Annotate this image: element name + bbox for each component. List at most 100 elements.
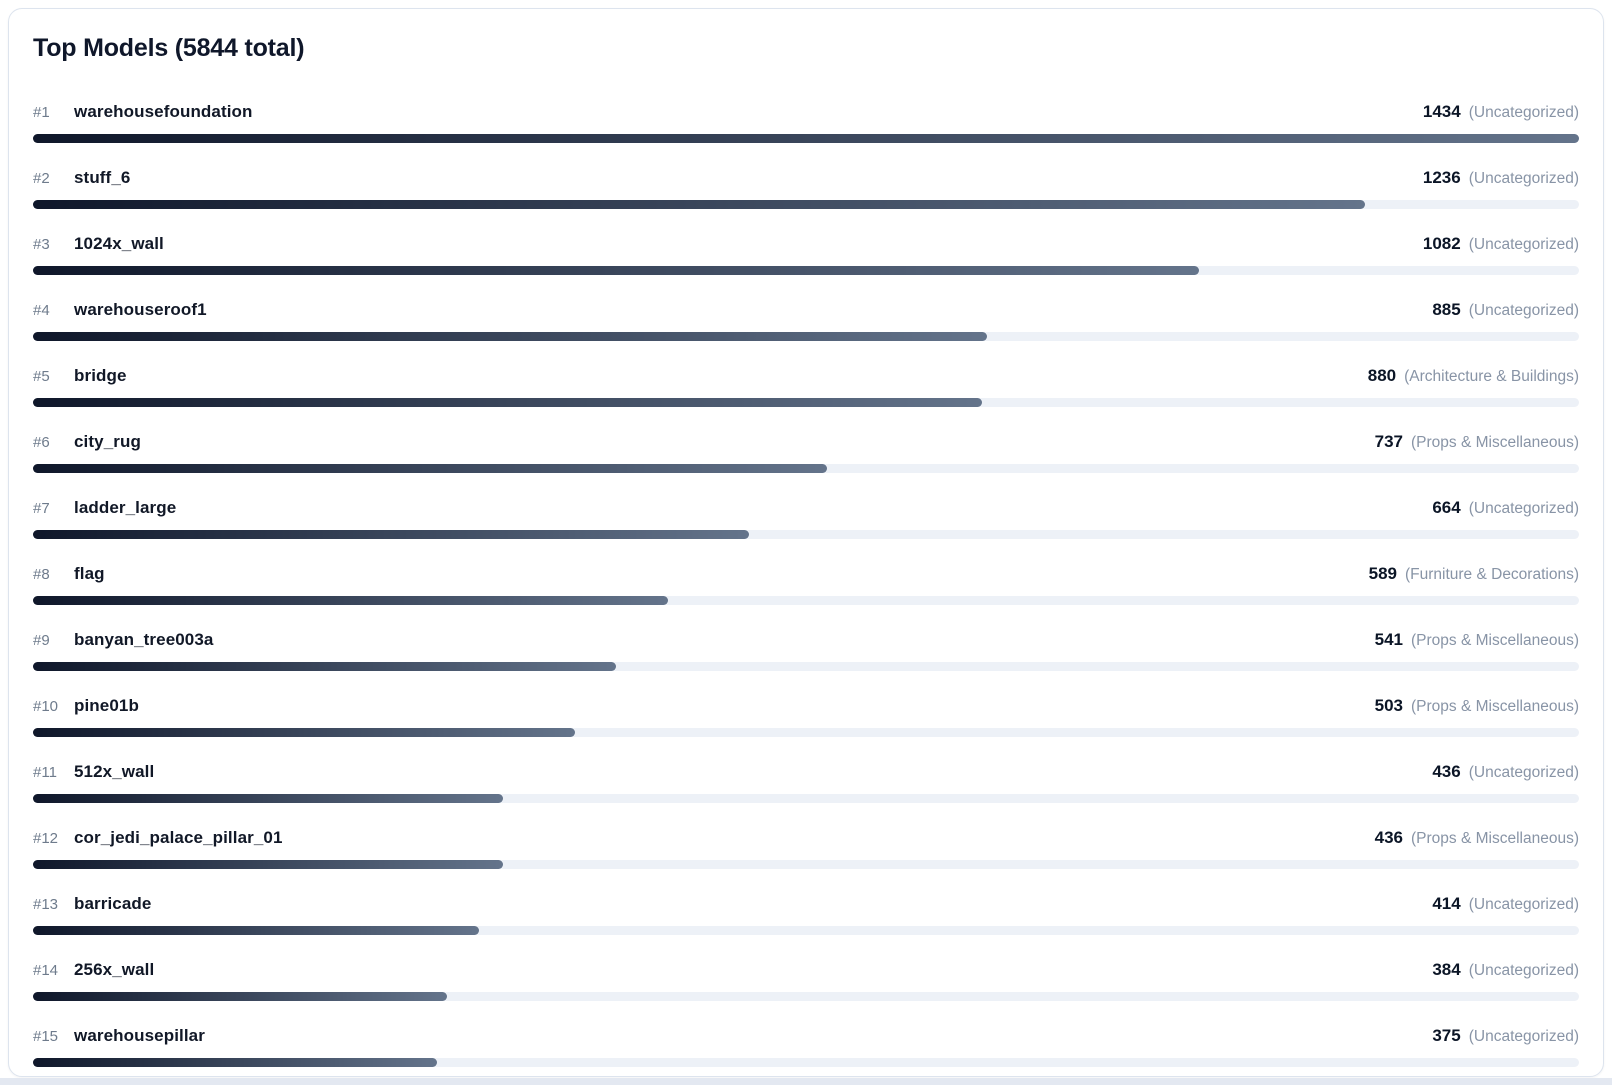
rank-label: #6 xyxy=(33,434,50,451)
model-category: (Uncategorized) xyxy=(1468,962,1579,979)
bar-fill xyxy=(33,662,617,671)
bar-track xyxy=(33,596,1579,605)
bar-track xyxy=(33,728,1579,737)
model-row: #9 banyan_tree003a 541 (Props & Miscella… xyxy=(33,629,1579,671)
model-row: #11 512x_wall 436 (Uncategorized) xyxy=(33,761,1579,803)
model-count: 503 xyxy=(1374,696,1404,715)
model-row-right: 436 (Props & Miscellaneous) xyxy=(1375,827,1579,850)
model-row: #6 city_rug 737 (Props & Miscellaneous) xyxy=(33,431,1579,473)
model-name: pine01b xyxy=(74,696,139,715)
model-row-left: #9 banyan_tree003a xyxy=(33,629,213,652)
model-category: (Uncategorized) xyxy=(1468,764,1579,781)
rank-label: #4 xyxy=(33,302,50,319)
model-row-header: #9 banyan_tree003a 541 (Props & Miscella… xyxy=(33,629,1579,652)
model-row: #12 cor_jedi_palace_pillar_01 436 (Props… xyxy=(33,827,1579,869)
model-row-right: 737 (Props & Miscellaneous) xyxy=(1375,431,1579,454)
model-row-right: 880 (Architecture & Buildings) xyxy=(1368,365,1579,388)
model-row-left: #11 512x_wall xyxy=(33,761,154,784)
model-row-left: #6 city_rug xyxy=(33,431,141,454)
bar-fill xyxy=(33,926,480,935)
model-count: 589 xyxy=(1368,564,1397,583)
model-category: (Props & Miscellaneous) xyxy=(1411,632,1579,649)
model-count: 885 xyxy=(1432,300,1461,319)
model-row-right: 541 (Props & Miscellaneous) xyxy=(1375,629,1579,652)
model-name: stuff_6 xyxy=(74,168,131,187)
model-count: 541 xyxy=(1374,630,1404,649)
model-row-right: 1434 (Uncategorized) xyxy=(1423,101,1579,124)
model-row: #1 warehousefoundation 1434 (Uncategoriz… xyxy=(33,101,1579,143)
bar-fill xyxy=(33,728,576,737)
rank-label: #12 xyxy=(33,830,59,847)
model-count: 384 xyxy=(1432,960,1461,979)
bar-track xyxy=(33,200,1579,209)
model-count: 414 xyxy=(1432,894,1461,913)
model-row-right: 1082 (Uncategorized) xyxy=(1423,233,1579,256)
model-count: 436 xyxy=(1432,762,1461,781)
model-row-right: 589 (Furniture & Decorations) xyxy=(1369,563,1579,586)
top-models-card: Top Models (5844 total) #1 warehousefoun… xyxy=(8,8,1604,1077)
model-row: #5 bridge 880 (Architecture & Buildings) xyxy=(33,365,1579,407)
bar-track xyxy=(33,398,1579,407)
rank-label: #10 xyxy=(33,698,59,715)
model-row-header: #2 stuff_6 1236 (Uncategorized) xyxy=(33,167,1579,190)
model-name: bridge xyxy=(74,366,127,385)
model-row-header: #4 warehouseroof1 885 (Uncategorized) xyxy=(33,299,1579,322)
model-count: 436 xyxy=(1374,828,1404,847)
model-category: (Uncategorized) xyxy=(1468,896,1579,913)
rank-label: #3 xyxy=(33,236,50,253)
bar-fill xyxy=(33,134,1579,143)
model-count: 737 xyxy=(1374,432,1404,451)
model-row-right: 1236 (Uncategorized) xyxy=(1423,167,1579,190)
model-row-left: #5 bridge xyxy=(33,365,127,388)
model-row-left: #8 flag xyxy=(33,563,105,586)
model-count: 1236 xyxy=(1422,168,1461,187)
model-row-left: #15 warehousepillar xyxy=(33,1025,205,1048)
model-count: 1082 xyxy=(1422,234,1461,253)
model-row-header: #13 barricade 414 (Uncategorized) xyxy=(33,893,1579,916)
model-category: (Uncategorized) xyxy=(1468,500,1579,517)
model-category: (Uncategorized) xyxy=(1468,104,1579,121)
rank-label: #8 xyxy=(33,566,50,583)
model-row: #14 256x_wall 384 (Uncategorized) xyxy=(33,959,1579,1001)
rank-label: #9 xyxy=(33,632,50,649)
model-row-header: #8 flag 589 (Furniture & Decorations) xyxy=(33,563,1579,586)
model-name: flag xyxy=(74,564,105,583)
bar-fill xyxy=(33,332,988,341)
model-name: barricade xyxy=(74,894,152,913)
model-row-right: 885 (Uncategorized) xyxy=(1432,299,1579,322)
model-row: #4 warehouseroof1 885 (Uncategorized) xyxy=(33,299,1579,341)
model-name: warehouseroof1 xyxy=(74,300,207,319)
model-row-right: 503 (Props & Miscellaneous) xyxy=(1375,695,1579,718)
model-count: 664 xyxy=(1432,498,1461,517)
model-list: #1 warehousefoundation 1434 (Uncategoriz… xyxy=(33,101,1579,1067)
model-row-left: #13 barricade xyxy=(33,893,151,916)
model-name: ladder_large xyxy=(74,498,177,517)
rank-label: #1 xyxy=(33,104,50,121)
bar-fill xyxy=(33,596,668,605)
model-row-left: #7 ladder_large xyxy=(33,497,176,520)
model-row: #2 stuff_6 1236 (Uncategorized) xyxy=(33,167,1579,209)
model-row-left: #12 cor_jedi_palace_pillar_01 xyxy=(33,827,283,850)
model-category: (Architecture & Buildings) xyxy=(1404,368,1579,385)
bar-fill xyxy=(33,1058,438,1067)
model-name: 256x_wall xyxy=(74,960,155,979)
bar-fill xyxy=(33,398,982,407)
rank-label: #14 xyxy=(33,962,59,979)
model-row-header: #11 512x_wall 436 (Uncategorized) xyxy=(33,761,1579,784)
rank-label: #2 xyxy=(33,170,50,187)
bar-fill xyxy=(33,992,448,1001)
model-row-header: #10 pine01b 503 (Props & Miscellaneous) xyxy=(33,695,1579,718)
model-row-header: #7 ladder_large 664 (Uncategorized) xyxy=(33,497,1579,520)
model-category: (Furniture & Decorations) xyxy=(1404,566,1579,583)
model-count: 1434 xyxy=(1422,102,1461,121)
model-count: 880 xyxy=(1367,366,1397,385)
model-name: banyan_tree003a xyxy=(74,630,214,649)
bar-track xyxy=(33,860,1579,869)
bar-track xyxy=(33,134,1579,143)
rank-label: #15 xyxy=(33,1028,59,1045)
bar-fill xyxy=(33,464,828,473)
bar-track xyxy=(33,1058,1579,1067)
bar-track xyxy=(33,926,1579,935)
model-row-header: #1 warehousefoundation 1434 (Uncategoriz… xyxy=(33,101,1579,124)
